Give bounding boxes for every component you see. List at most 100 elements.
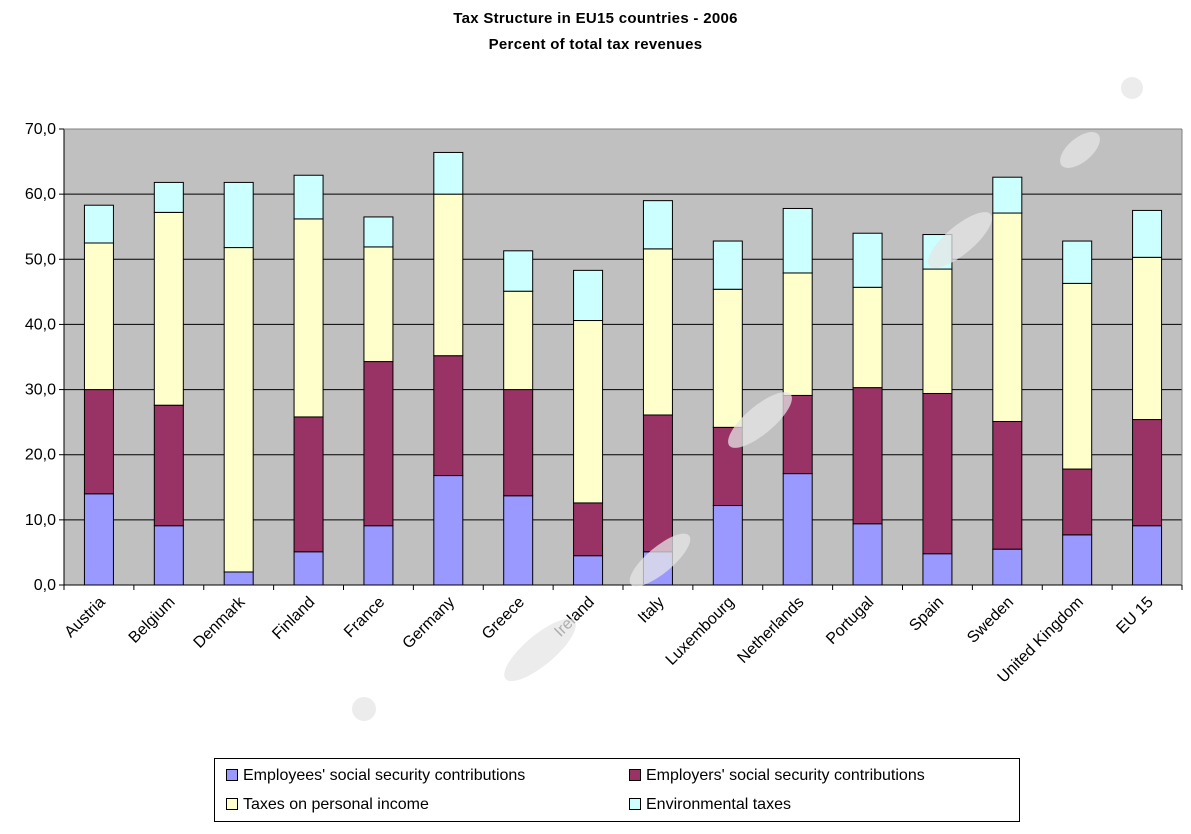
legend-swatch-personal-income (226, 798, 238, 810)
bar-segment (293, 174, 324, 220)
bar-segment (1132, 419, 1163, 527)
x-tick-label: Spain (906, 594, 947, 635)
bar-segment (712, 288, 743, 428)
legend-label-environmental: Environmental taxes (646, 796, 791, 813)
bar-segment (1062, 282, 1093, 470)
bar-segment (83, 204, 114, 244)
bar-segment (573, 555, 604, 586)
bar-segment (1132, 209, 1163, 258)
bar-segment (573, 269, 604, 322)
x-tick-label: EU 15 (1113, 594, 1157, 638)
legend-item-personal-income: Taxes on personal income (226, 796, 429, 814)
x-tick-label: Austria (62, 594, 109, 641)
chart-area: 0,0 10,0 20,0 30,0 40,0 50,0 60,0 70,0 Austria Be… (25, 121, 1183, 686)
bar-segment (922, 553, 953, 586)
bar-segment (503, 389, 534, 497)
bar-segment (433, 475, 464, 586)
x-tick-label: Finland (269, 594, 318, 643)
x-tick-label: Ireland (551, 594, 598, 641)
bar-segment (782, 207, 813, 274)
legend-swatch-environmental (629, 798, 641, 810)
bar-segment (642, 414, 673, 553)
bar-segment (363, 216, 394, 248)
legend-label-employers: Employers' social security contributions (646, 767, 925, 784)
x-tick-label: France (341, 594, 388, 641)
bar-segment (1132, 256, 1163, 421)
bar-segment (1062, 240, 1093, 284)
legend-label-employees: Employees' social security contributions (243, 767, 526, 784)
y-tick-label: 60,0 (25, 186, 56, 203)
x-tick-label: Germany (400, 594, 459, 653)
bar-segment (293, 551, 324, 586)
bar-segment (503, 290, 534, 391)
bar-segment (852, 232, 883, 288)
bar-segment (153, 181, 184, 213)
bar-segment (363, 525, 394, 586)
bar-segment (852, 286, 883, 389)
bar-segment (433, 151, 464, 195)
bar-segment (363, 246, 394, 363)
bar-segment (992, 548, 1023, 586)
bar-segment (223, 181, 254, 249)
bar-segment (503, 495, 534, 586)
legend-item-employees: Employees' social security contributions (226, 767, 525, 785)
y-tick-label: 0,0 (34, 577, 56, 594)
chart-subtitle: Percent of total tax revenues (488, 36, 703, 53)
y-tick-label: 50,0 (25, 251, 56, 268)
x-tick-label: Portugal (823, 594, 877, 648)
bar-segment (782, 272, 813, 396)
bar-segment (642, 551, 673, 586)
x-tick-label: Sweden (964, 594, 1017, 647)
bar-segment (642, 200, 673, 250)
legend-swatch-employers (629, 769, 641, 781)
y-tick-label: 20,0 (25, 447, 56, 464)
y-tick-label: 40,0 (25, 316, 56, 333)
bar-segment (433, 193, 464, 357)
bar-segment (503, 250, 534, 292)
legend-item-environmental: Environmental taxes (629, 796, 791, 814)
bar-segment (1062, 534, 1093, 586)
x-tick-label: Denmark (191, 593, 250, 652)
x-tick-label: Netherlands (734, 594, 807, 667)
bar-segment (922, 268, 953, 394)
bar-segment (782, 473, 813, 586)
bar-segment (922, 234, 953, 270)
x-tick-label: Greece (479, 594, 528, 643)
bar-segment (153, 211, 184, 406)
bar-segment (83, 242, 114, 391)
bar-segment (992, 176, 1023, 214)
bar-segment (992, 212, 1023, 422)
bar-segment (223, 571, 254, 586)
bar-segment (712, 240, 743, 290)
bar-segment (1132, 525, 1163, 586)
bar-segment (363, 361, 394, 527)
bar-segment (922, 392, 953, 555)
bar-segment (712, 505, 743, 586)
bar-segment (293, 218, 324, 418)
bar-segment (1062, 468, 1093, 536)
bar-segment (83, 493, 114, 586)
x-tick-label: Belgium (126, 594, 179, 647)
bar-segment (83, 389, 114, 495)
bar-segment (293, 416, 324, 553)
bar-segment (433, 355, 464, 477)
legend-swatch-employees (226, 769, 238, 781)
bar-segment (642, 248, 673, 416)
y-tick-label: 70,0 (25, 121, 56, 138)
bar-segment (852, 387, 883, 525)
chart-legend: Employees' social security contributions… (214, 758, 1020, 822)
legend-item-employers: Employers' social security contributions (629, 767, 925, 785)
y-tick-label: 10,0 (25, 512, 56, 529)
bar-segment (992, 420, 1023, 550)
bar-segment (573, 320, 604, 504)
legend-label-personal-income: Taxes on personal income (243, 796, 429, 813)
chart-title: Tax Structure in EU15 countries - 2006 (453, 10, 738, 27)
bar-segment (153, 525, 184, 586)
x-tick-label: Italy (635, 594, 668, 627)
bar-segment (782, 394, 813, 475)
bar-segment (712, 426, 743, 507)
x-tick-label: Luxembourg (663, 594, 738, 669)
bar-segment (852, 523, 883, 586)
y-tick-label: 30,0 (25, 382, 56, 399)
bar-segment (153, 404, 184, 527)
